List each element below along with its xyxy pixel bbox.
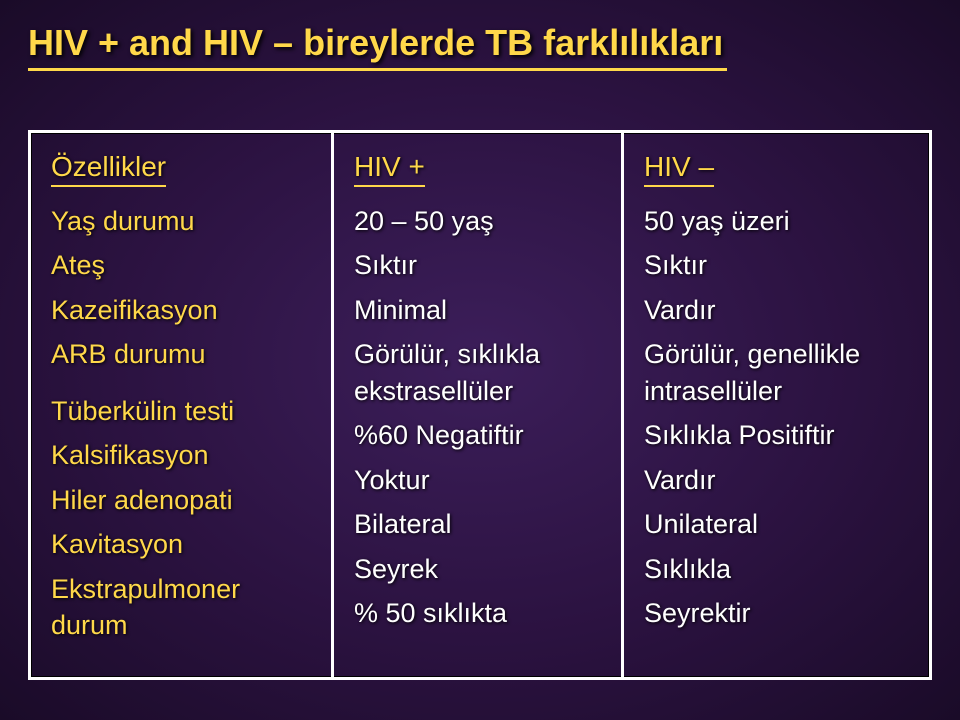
cell-feature: Ateş (51, 243, 313, 287)
cell-value: Unilateral (644, 502, 911, 546)
cell-value: Görülür, sıklıkla ekstrasellüler (354, 332, 603, 413)
cell-value: Vardır (644, 458, 911, 502)
cell-value: Seyrek (354, 547, 603, 591)
cell-feature: ARB durumu (51, 332, 313, 376)
table-column-hiv-negative: HIV – 50 yaş üzeri Sıktır Vardır Görülür… (621, 133, 929, 677)
cell-value: Vardır (644, 288, 911, 332)
table-column-hiv-positive: HIV + 20 – 50 yaş Sıktır Minimal Görülür… (331, 133, 621, 677)
spacer (51, 377, 313, 389)
cell-feature: Hiler adenopati (51, 478, 313, 522)
cell-value: Seyrektir (644, 591, 911, 635)
cell-value: Görülür, genellikle intrasellüler (644, 332, 911, 413)
cell-value: 50 yaş üzeri (644, 199, 911, 243)
cell-feature: Kalsifikasyon (51, 433, 313, 477)
comparison-table: Özellikler Yaş durumu Ateş Kazeifikasyon… (28, 130, 932, 680)
cell-value: Sıklıkla (644, 547, 911, 591)
slide-title: HIV + and HIV – bireylerde TB farklılıkl… (28, 22, 727, 71)
cell-feature: Kazeifikasyon (51, 288, 313, 332)
cell-feature: Kavitasyon (51, 522, 313, 566)
cell-value: Sıktır (354, 243, 603, 287)
cell-value: Bilateral (354, 502, 603, 546)
cell-feature: Yaş durumu (51, 199, 313, 243)
cell-value: Sıklıkla Positiftir (644, 413, 911, 457)
cell-value: %60 Negatiftir (354, 413, 603, 457)
cell-value: 20 – 50 yaş (354, 199, 603, 243)
column-header: HIV + (354, 151, 425, 187)
column-header: Özellikler (51, 151, 166, 187)
cell-value: % 50 sıklıkta (354, 591, 603, 635)
cell-feature: Tüberkülin testi (51, 389, 313, 433)
table-column-features: Özellikler Yaş durumu Ateş Kazeifikasyon… (31, 133, 331, 677)
cell-value: Yoktur (354, 458, 603, 502)
column-header: HIV – (644, 151, 714, 187)
cell-feature: Ekstrapulmoner durum (51, 567, 313, 648)
cell-value: Minimal (354, 288, 603, 332)
cell-value: Sıktır (644, 243, 911, 287)
